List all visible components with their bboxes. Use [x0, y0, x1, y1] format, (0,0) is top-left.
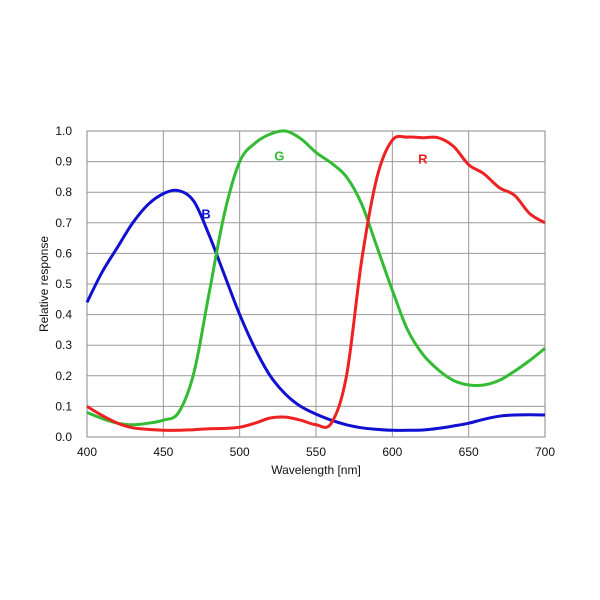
x-axis-tick-labels: 400 450 500 550 600 650 700 — [77, 445, 555, 459]
y-tick-label: 0.9 — [55, 155, 72, 169]
series-line-b — [85, 188, 546, 432]
x-tick-label: 450 — [153, 445, 173, 459]
series-line-g — [86, 129, 546, 427]
y-tick-label: 0.2 — [55, 369, 72, 383]
y-axis-tick-labels: 0.0 0.1 0.2 0.3 0.4 0.5 0.6 0.7 0.8 0.9 1.0 — [55, 124, 72, 444]
y-tick-label: 0.7 — [55, 216, 72, 230]
series-label-g: G — [274, 148, 284, 163]
y-tick-label: 1.0 — [55, 124, 72, 138]
series-label-r: R — [418, 152, 428, 167]
y-axis-label: Relative response — [37, 236, 51, 332]
x-tick-label: 550 — [306, 445, 326, 459]
x-tick-label: 400 — [77, 445, 97, 459]
y-tick-label: 0.8 — [55, 185, 72, 199]
y-tick-label: 0.6 — [55, 246, 72, 260]
series-lines — [85, 129, 546, 432]
gridlines — [86, 130, 546, 438]
y-tick-label: 0.0 — [55, 430, 72, 444]
y-tick-label: 0.3 — [55, 338, 72, 352]
y-tick-label: 0.1 — [55, 399, 72, 413]
x-tick-label: 650 — [459, 445, 479, 459]
x-tick-label: 600 — [382, 445, 402, 459]
y-tick-label: 0.4 — [55, 308, 72, 322]
x-tick-label: 500 — [230, 445, 250, 459]
series-labels: B G R — [201, 148, 428, 221]
series-line-r — [86, 134, 546, 432]
y-tick-label: 0.5 — [55, 277, 72, 291]
series-label-b: B — [201, 207, 210, 222]
plot-area — [86, 130, 546, 438]
x-tick-label: 700 — [535, 445, 555, 459]
x-axis-label: Wavelength [nm] — [271, 463, 361, 477]
